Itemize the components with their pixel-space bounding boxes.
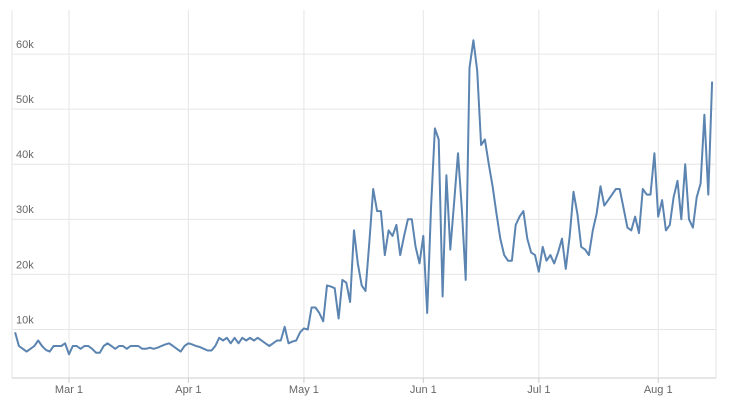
y-tick-label: 30k bbox=[16, 204, 34, 216]
y-tick-label: 50k bbox=[16, 94, 34, 106]
x-tick-label: Aug 1 bbox=[644, 384, 673, 396]
y-tick-label: 60k bbox=[16, 39, 34, 51]
x-tick-label: Apr 1 bbox=[175, 384, 201, 396]
x-tick-label: May 1 bbox=[289, 384, 319, 396]
x-tick-label: Jun 1 bbox=[410, 384, 437, 396]
y-tick-label: 40k bbox=[16, 149, 34, 161]
x-tick-label: Jul 1 bbox=[527, 384, 550, 396]
y-tick-label: 20k bbox=[16, 259, 34, 271]
y-tick-label: 10k bbox=[16, 314, 34, 326]
x-tick-label: Mar 1 bbox=[55, 384, 83, 396]
line-series bbox=[14, 39, 714, 356]
